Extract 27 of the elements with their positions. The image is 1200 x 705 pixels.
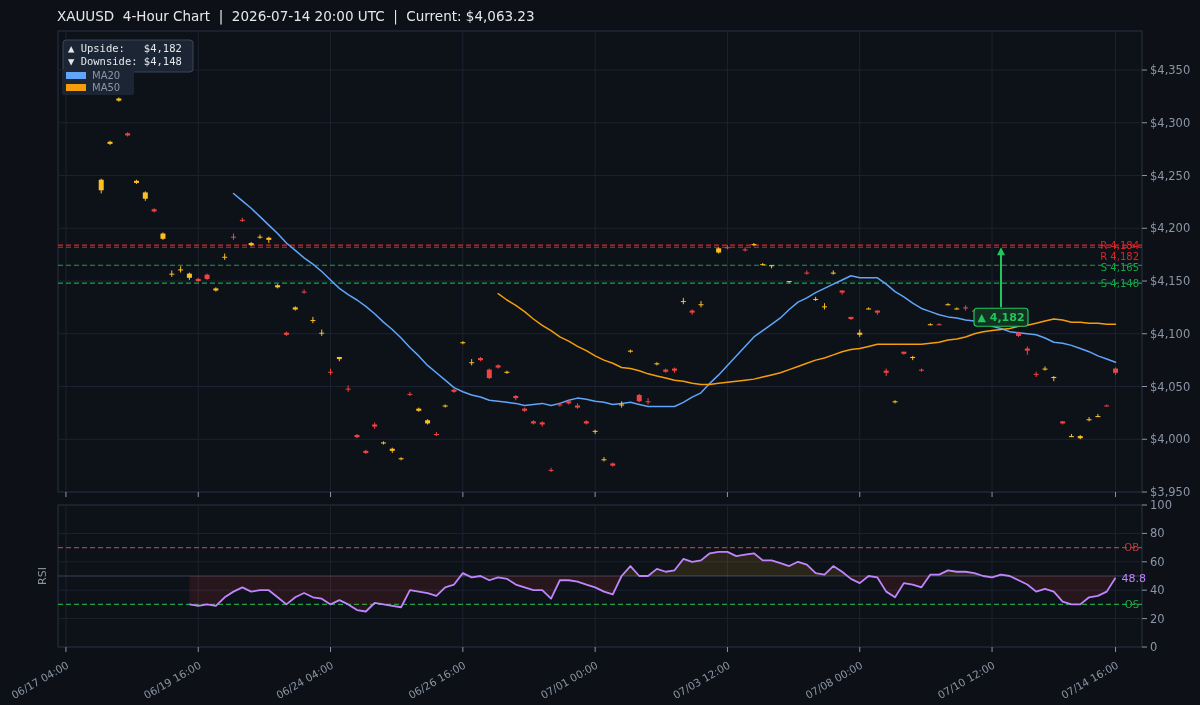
y-tick-label: $4,150 — [1150, 274, 1191, 289]
y-tick-label: 40 — [1150, 583, 1165, 598]
y-tick-label: 100 — [1150, 498, 1172, 513]
annotation: ▲ Upside: $4,182 — [68, 42, 182, 54]
y-axis-title: RSI — [36, 567, 49, 585]
y-tick-label: $4,050 — [1150, 379, 1191, 394]
y-tick-label: $4,250 — [1150, 168, 1191, 183]
ref-line-label: S 4,165 — [1100, 261, 1139, 273]
ref-line-label: R 4,184 — [1100, 239, 1139, 251]
y-tick-label: 80 — [1150, 526, 1165, 541]
y-tick-label: 0 — [1150, 640, 1158, 655]
annotation: ▲ 4,182 — [977, 311, 1025, 325]
annotation: ▼ Downside: $4,148 — [68, 55, 182, 67]
legend-label: MA20 — [92, 70, 121, 81]
y-tick-label: $4,350 — [1150, 63, 1191, 78]
y-tick-label: $4,200 — [1150, 221, 1191, 236]
y-tick-label: $4,000 — [1150, 432, 1191, 447]
y-tick-label: $3,950 — [1150, 485, 1191, 500]
y-tick-label: $4,100 — [1150, 326, 1191, 341]
chart-title: XAUUSD 4-Hour Chart | 2026-07-14 20:00 UTC | Current: $4,063.23 — [57, 8, 535, 25]
annotation: 48.8 — [1121, 571, 1147, 585]
y-tick-label: 60 — [1150, 554, 1165, 569]
y-tick-label: $4,300 — [1150, 115, 1191, 130]
ref-line-label: S 4,148 — [1100, 277, 1139, 289]
ref-line-label: R 4,182 — [1100, 250, 1139, 262]
y-tick-label: 20 — [1150, 611, 1165, 626]
legend-label: MA50 — [92, 82, 121, 93]
